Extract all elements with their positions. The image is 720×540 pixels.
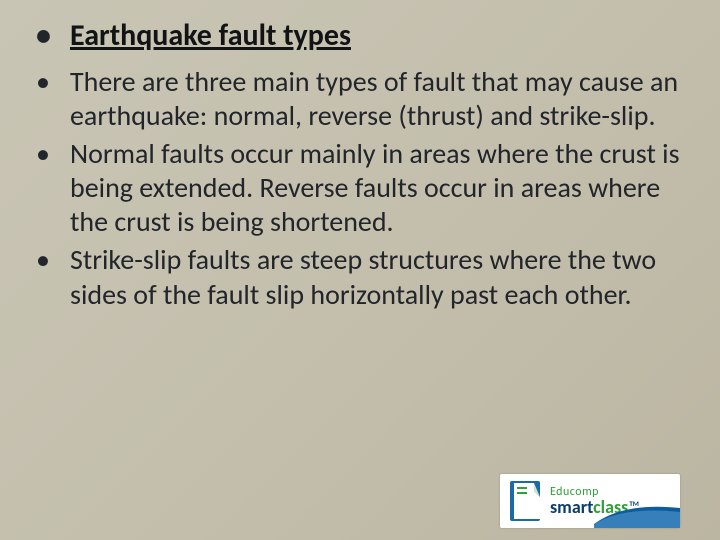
bullet-item: Strike-slip faults are steep structures … (64, 243, 680, 311)
footer-logo: Educomp smartclassTM (500, 474, 680, 528)
swoosh-icon (594, 498, 680, 528)
slide-title: Earthquake fault types (64, 18, 680, 55)
bullet-list: Earthquake fault types There are three m… (64, 18, 680, 312)
slide: Earthquake fault types There are three m… (0, 0, 720, 540)
logo-smart-word: smart (550, 496, 593, 518)
bullet-item: There are three main types of fault that… (64, 65, 680, 133)
bullet-item: Normal faults occur mainly in areas wher… (64, 137, 680, 239)
book-page-icon (508, 479, 544, 523)
